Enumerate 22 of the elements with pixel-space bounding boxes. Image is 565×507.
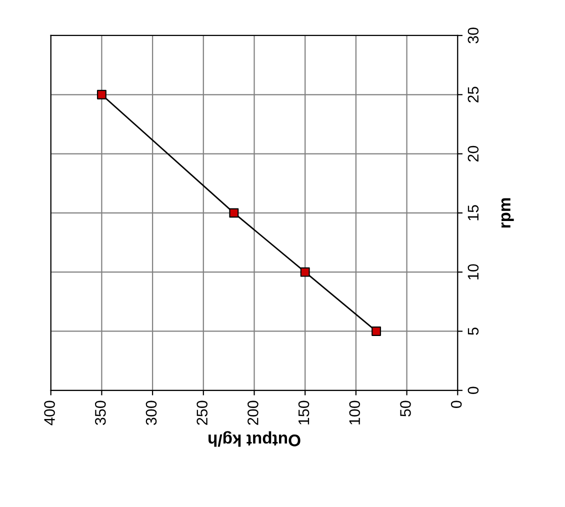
x-tick-label: 100 (349, 400, 360, 424)
y-tick-label: 20 (468, 146, 479, 162)
x-tick-label: 400 (44, 400, 55, 426)
y-tick-label: 15 (468, 205, 479, 220)
point (96, 90, 106, 100)
x-tick-label: 50 (400, 400, 411, 416)
y-tick-label: 30 (468, 28, 479, 44)
y-tick-label: 10 (468, 264, 479, 280)
x-axis-title: Output kg/h (208, 431, 300, 447)
point (229, 208, 239, 218)
y-tick-label: 25 (468, 86, 479, 102)
point (300, 267, 310, 277)
x-tick-label: 250 (196, 400, 208, 425)
y-axis-title: rpm (501, 198, 514, 228)
y-tick-label: 5 (468, 328, 479, 335)
x-tick-label: 300 (146, 400, 157, 426)
x-tick-label: 200 (248, 400, 258, 425)
x-tick-label: 150 (298, 400, 310, 424)
x-tick-label: 350 (94, 400, 106, 426)
y-tick-label: 0 (468, 386, 479, 394)
point (372, 326, 382, 336)
x-tick-label: 0 (450, 400, 462, 408)
